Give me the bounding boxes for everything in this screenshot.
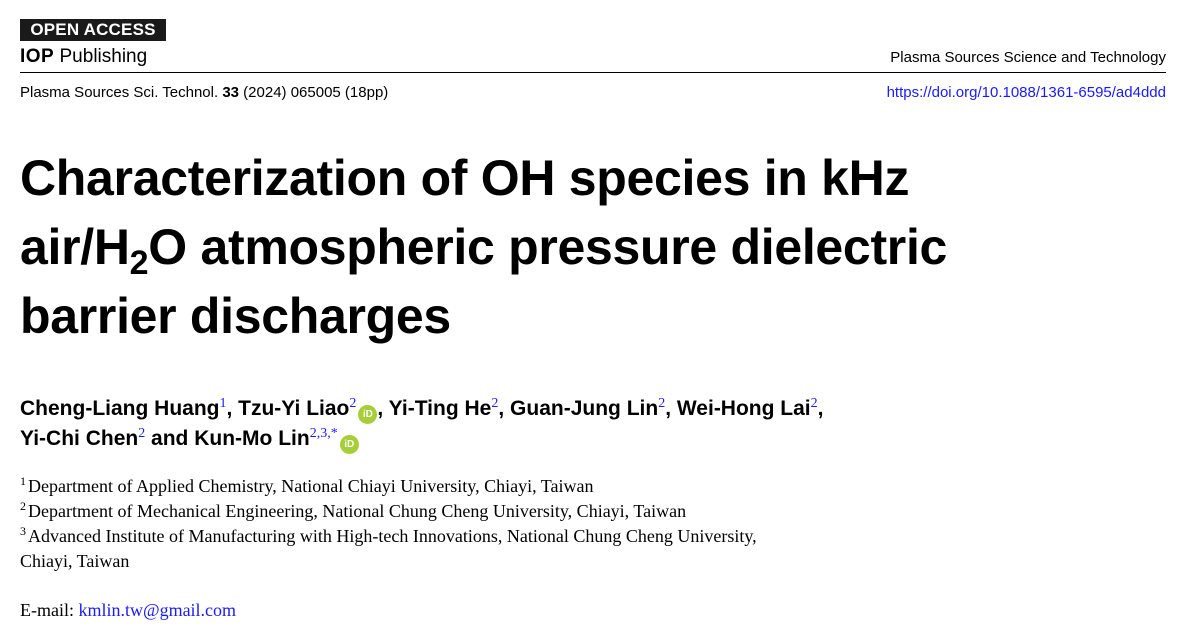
affiliation-number: 1 (20, 474, 26, 488)
publisher-logo-rest: Publishing (54, 46, 148, 67)
affiliation-text: Department of Mechanical Engineering, Na… (28, 501, 687, 521)
journal-name: Plasma Sources Science and Technology (890, 49, 1166, 66)
author-affiliation-ref[interactable]: 2,3,* (309, 426, 338, 441)
affiliation-item: 2 Department of Mechanical Engineering, N… (20, 499, 1170, 524)
author-affiliation-ref[interactable]: 2 (349, 396, 357, 411)
affiliation-number: 2 (20, 499, 26, 513)
email-link[interactable]: kmlin.tw@gmail.com (78, 600, 237, 620)
author-list: Cheng-Liang Huang1, Tzu-Yi Liao2iD, Yi-T… (20, 394, 1170, 454)
author-name: Cheng-Liang Huang (20, 397, 220, 420)
affiliation-list: 1 Department of Applied Chemistry, Nation… (20, 474, 1170, 574)
author-separator: , (665, 397, 677, 420)
header-divider (20, 72, 1166, 73)
author-name: Tzu-Yi Liao (238, 397, 350, 420)
author-affiliation-ref[interactable]: 2 (658, 396, 666, 411)
citation: Plasma Sources Sci. Technol. 33 (2024) 0… (20, 84, 388, 102)
publisher-logo: IOP Publishing (20, 45, 147, 69)
doi-link[interactable]: https://doi.org/10.1088/1361-6595/ad4ddd (886, 84, 1166, 101)
citation-details: (2024) 065005 (18pp) (239, 84, 389, 101)
title-subscript: 2 (129, 244, 149, 282)
author-separator: , (226, 397, 239, 420)
author-separator: , (817, 397, 824, 420)
title-line-1: Characterization of OH species in kHz (20, 150, 910, 206)
orcid-icon[interactable]: iD (339, 435, 359, 454)
author-affiliation-ref[interactable]: 2 (810, 396, 818, 411)
affiliation-item: 3 Advanced Institute of Manufacturing wit… (20, 524, 1170, 549)
affiliation-text: Department of Applied Chemistry, Nationa… (28, 476, 594, 496)
open-access-badge: OPEN ACCESS (20, 19, 166, 41)
publisher-logo-bold: IOP (20, 46, 55, 67)
author-name: Guan-Jung Lin (510, 397, 659, 420)
citation-journal: Plasma Sources Sci. Technol. (20, 84, 223, 101)
title-line-2-pre: air/H (20, 219, 130, 275)
author-separator: and (145, 427, 195, 450)
orcid-icon[interactable]: iD (358, 405, 378, 424)
author-row-1: Cheng-Liang Huang1, Tzu-Yi Liao2iD, Yi-T… (20, 394, 1170, 424)
title-line-2-post: O atmospheric pressure dielectric (148, 219, 948, 275)
affiliation-text: Advanced Institute of Manufacturing with… (28, 526, 757, 546)
paper-title: Characterization of OH species in kHz ai… (20, 144, 1120, 351)
affiliation-number: 3 (20, 524, 26, 538)
author-name: Yi-Chi Chen (20, 427, 139, 450)
author-name: Yi-Ting He (388, 397, 492, 420)
email-label: E-mail: (20, 600, 79, 620)
author-separator: , (377, 397, 389, 420)
affiliation-item: 1 Department of Applied Chemistry, Nation… (20, 474, 1170, 499)
author-affiliation-ref[interactable]: 1 (219, 396, 227, 411)
author-separator: , (498, 397, 511, 420)
title-line-3: barrier discharges (20, 288, 451, 344)
author-row-2: Yi-Chi Chen2 and Kun-Mo Lin2,3,*iD (20, 424, 1170, 454)
contact-email: E-mail: kmlin.tw@gmail.com (20, 598, 236, 623)
affiliation-continuation: Chiayi, Taiwan (20, 551, 130, 571)
author-affiliation-ref[interactable]: 2 (138, 426, 146, 441)
author-affiliation-ref[interactable]: 2 (491, 396, 499, 411)
author-name: Wei-Hong Lai (676, 397, 811, 420)
citation-volume: 33 (222, 84, 240, 101)
author-name: Kun-Mo Lin (194, 427, 310, 450)
title-line-2: air/H2O atmospheric pressure dielectric (20, 213, 1120, 282)
